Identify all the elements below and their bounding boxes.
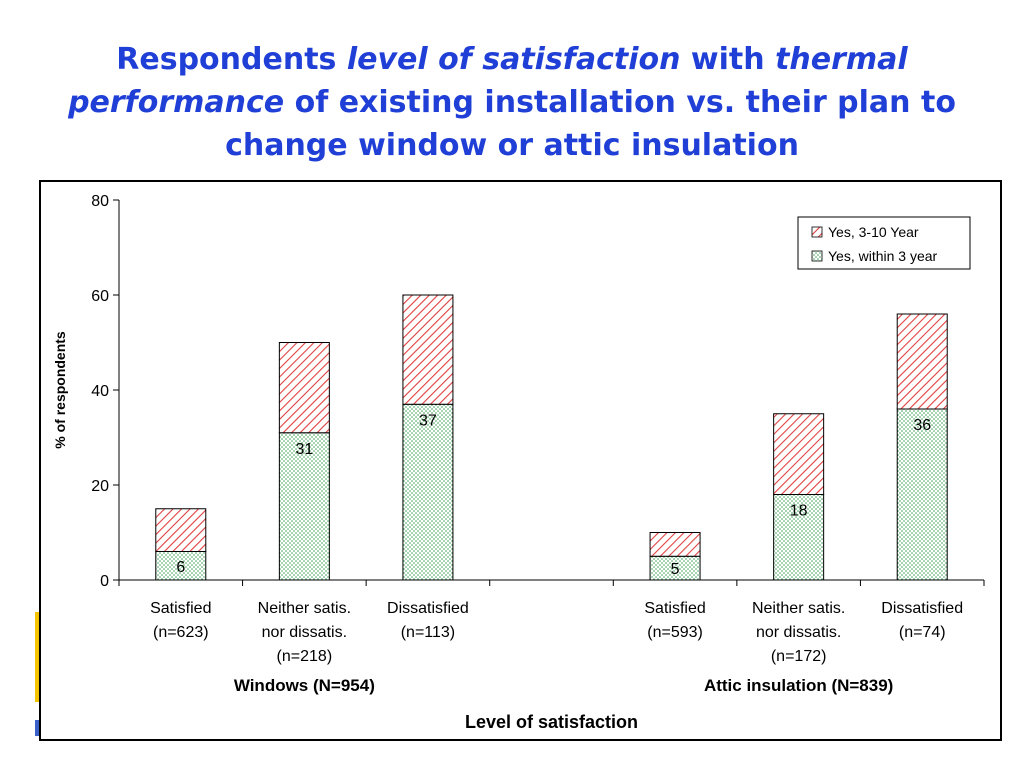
data-label: 31 <box>295 441 313 458</box>
category-label: (n=593) <box>647 624 703 641</box>
decorative-accent-bar <box>35 612 41 702</box>
legend-swatch <box>811 250 823 262</box>
x-axis-title: Level of satisfaction <box>465 712 638 732</box>
category-label: (n=623) <box>153 624 209 641</box>
data-label: 18 <box>790 503 808 520</box>
bar-3-10-year <box>773 413 825 495</box>
legend-box <box>797 216 971 270</box>
y-tick-label: 40 <box>91 383 109 400</box>
legend: Yes, 3-10 Year Yes, within 3 year <box>797 216 971 270</box>
data-label: 37 <box>419 412 437 429</box>
stacked-bar-chart: 0 20 40 60 80 % of respondents 6 Satisfied (n=6… <box>52 193 985 732</box>
chart-frame: 0 20 40 60 80 % of respondents 6 Satisfied (n=6… <box>39 180 1002 741</box>
title-part-4: thermal performance <box>68 42 908 120</box>
title-part-2: level of satisfaction <box>346 42 681 77</box>
bar-within-3-year <box>896 408 948 581</box>
bar-3-10-year <box>155 508 207 552</box>
data-label: 5 <box>671 561 680 578</box>
y-axis-title: % of respondents <box>52 331 68 449</box>
y-tick-label: 60 <box>91 288 109 305</box>
group-label: Windows (N=954) <box>234 676 375 695</box>
decorative-accent-bar-blue <box>35 720 41 736</box>
bar-3-10-year <box>402 294 454 405</box>
category-label: nor dissatis. <box>756 624 841 641</box>
category-label: (n=74) <box>899 624 946 641</box>
axes: 0 20 40 60 80 % of respondents <box>52 193 985 590</box>
legend-label: Yes, within 3 year <box>828 248 938 264</box>
title-part-5: of existing installation vs. their plan … <box>225 85 956 163</box>
category-label: nor dissatis. <box>262 624 347 641</box>
bars <box>155 294 948 581</box>
data-label: 6 <box>176 559 185 576</box>
category-label: Dissatisfied <box>881 600 963 617</box>
y-tick-label: 80 <box>91 193 109 210</box>
y-tick-label: 20 <box>91 478 109 495</box>
title-part-3: with <box>680 42 776 77</box>
category-label: (n=113) <box>401 624 455 641</box>
legend-swatch <box>811 226 823 238</box>
data-label: 36 <box>913 417 931 434</box>
category-label: (n=218) <box>277 648 333 665</box>
slide-title: Respondents level of satisfaction with t… <box>30 38 994 167</box>
category-label: (n=172) <box>771 648 827 665</box>
title-part-1: Respondents <box>116 42 347 77</box>
bar-within-3-year <box>402 403 454 581</box>
bar-3-10-year <box>896 313 948 410</box>
category-label: Neither satis. <box>258 600 351 617</box>
bar-within-3-year <box>278 432 330 581</box>
category-label: Dissatisfied <box>387 600 469 617</box>
category-label: Satisfied <box>150 600 211 617</box>
group-label: Attic insulation (N=839) <box>704 676 893 695</box>
bar-within-3-year <box>155 551 207 581</box>
labels: 6 Satisfied (n=623) 31 Neither satis. nor dis… <box>150 412 963 732</box>
bar-3-10-year <box>649 532 701 557</box>
category-label: Satisfied <box>644 600 705 617</box>
category-label: Neither satis. <box>752 600 845 617</box>
legend-label: Yes, 3-10 Year <box>828 224 919 240</box>
bar-3-10-year <box>278 342 330 434</box>
y-tick-label: 0 <box>100 573 109 590</box>
